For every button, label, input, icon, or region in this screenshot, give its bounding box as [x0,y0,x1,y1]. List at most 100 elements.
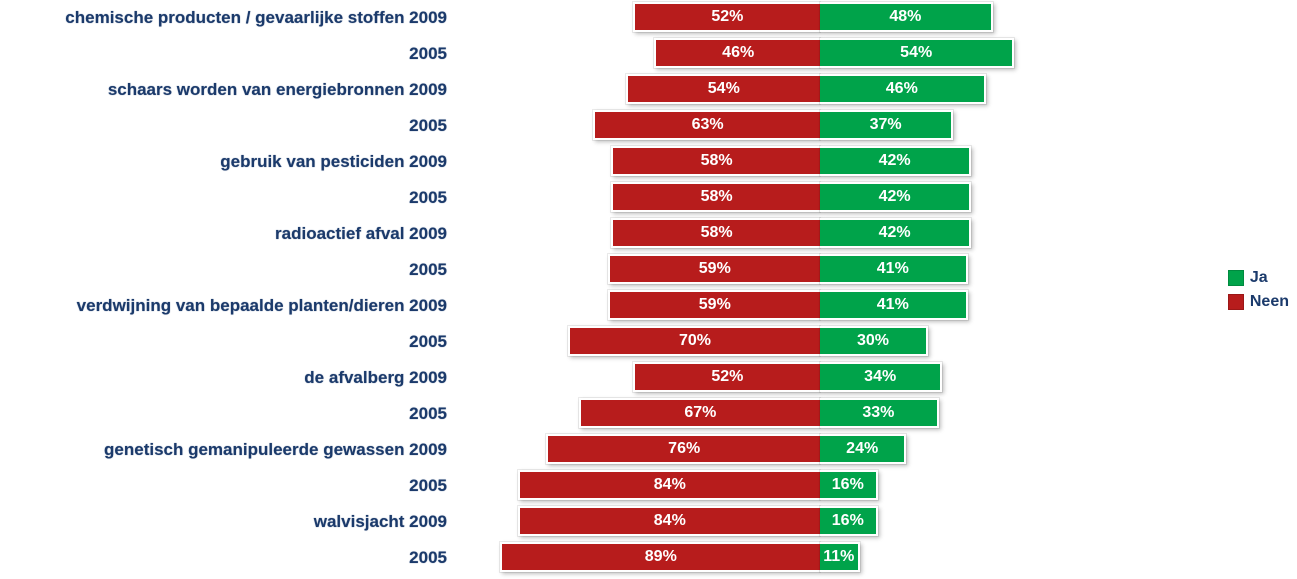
bar-value-neen: 63% [692,116,724,134]
bar-value-ja: 42% [879,188,911,206]
bar-segment-ja: 41% [820,290,968,320]
bar-segment-neen: 52% [633,362,820,392]
bar-segment-neen: 70% [568,326,820,356]
bar-segment-ja: 48% [820,2,993,32]
bar-segment-ja: 42% [820,218,971,248]
bar-row: 2005 70% 30% [0,324,1297,360]
bar-value-neen: 58% [701,224,733,242]
bar-value-neen: 52% [711,368,743,386]
bar-segment-neen: 76% [546,434,820,464]
bar-segment-ja: 11% [820,542,860,572]
bar-row: gebruik van pesticiden 2009 58% 42% [0,144,1297,180]
bar-value-neen: 70% [679,332,711,350]
bar-value-neen: 54% [708,80,740,98]
bar-value-ja: 37% [870,116,902,134]
bar-value-neen: 58% [701,188,733,206]
bar-segment-ja: 24% [820,434,906,464]
bar-row: 2005 58% 42% [0,180,1297,216]
bar-segment-neen: 84% [518,470,820,500]
legend: Ja Neen [1228,263,1289,317]
bar-value-ja: 11% [823,548,854,566]
bar-row: de afvalberg 2009 52% 34% [0,360,1297,396]
bar-segment-neen: 67% [579,398,820,428]
bar-value-ja: 42% [879,224,911,242]
row-label: genetisch gemanipuleerde gewassen 2009 [104,440,447,460]
bar-segment-ja: 34% [820,362,942,392]
bar-value-ja: 46% [886,80,918,98]
bar-value-neen: 89% [645,548,677,566]
bar-value-neen: 58% [701,152,733,170]
bar-row: verdwijning van bepaalde planten/dieren … [0,288,1297,324]
bar-value-ja: 48% [889,8,921,26]
bar-row: 2005 89% 11% [0,540,1297,576]
bar-value-ja: 24% [846,440,878,458]
bar-segment-neen: 58% [611,182,820,212]
row-label: 2005 [409,404,447,424]
bar-segment-neen: 58% [611,146,820,176]
row-label: radioactief afval 2009 [275,224,447,244]
stacked-bar-chart: chemische producten / gevaarlijke stoffe… [0,0,1297,579]
bar-value-ja: 34% [864,368,896,386]
bar-segment-ja: 54% [820,38,1014,68]
bar-segment-ja: 42% [820,146,971,176]
row-label: 2005 [409,116,447,136]
row-label: 2005 [409,476,447,496]
bar-value-ja: 54% [900,44,932,62]
row-label: de afvalberg 2009 [304,368,447,388]
bar-value-ja: 16% [832,512,864,530]
bar-row: radioactief afval 2009 58% 42% [0,216,1297,252]
bar-segment-ja: 46% [820,74,986,104]
bar-segment-ja: 16% [820,506,878,536]
bar-value-neen: 76% [668,440,700,458]
square-icon [1228,270,1244,286]
bar-value-neen: 59% [699,296,731,314]
bar-row: genetisch gemanipuleerde gewassen 2009 76… [0,432,1297,468]
bar-value-ja: 33% [862,404,894,422]
bar-value-neen: 84% [654,476,686,494]
bar-segment-neen: 84% [518,506,820,536]
bar-value-ja: 41% [877,260,909,278]
bar-row: schaars worden van energiebronnen 2009 54… [0,72,1297,108]
bar-segment-ja: 37% [820,110,953,140]
bar-segment-neen: 89% [500,542,820,572]
square-icon [1228,294,1244,310]
bar-segment-ja: 41% [820,254,968,284]
row-label: 2005 [409,44,447,64]
legend-item-neen: Neen [1228,293,1289,311]
row-label: walvisjacht 2009 [314,512,447,532]
row-label: 2005 [409,548,447,568]
row-label: chemische producten / gevaarlijke stoffe… [65,8,447,28]
bar-segment-neen: 54% [626,74,820,104]
bar-row: chemische producten / gevaarlijke stoffe… [0,0,1297,36]
legend-label: Ja [1250,269,1268,287]
bar-value-neen: 59% [699,260,731,278]
bar-segment-ja: 30% [820,326,928,356]
row-label: 2005 [409,188,447,208]
bar-value-neen: 67% [684,404,716,422]
legend-item-ja: Ja [1228,269,1289,287]
bar-value-ja: 30% [857,332,889,350]
bar-row: 2005 63% 37% [0,108,1297,144]
bar-segment-neen: 59% [608,290,820,320]
row-label: gebruik van pesticiden 2009 [220,152,447,172]
bar-segment-ja: 42% [820,182,971,212]
bar-segment-ja: 33% [820,398,939,428]
bar-row: 2005 46% 54% [0,36,1297,72]
bar-segment-neen: 52% [633,2,820,32]
legend-label: Neen [1250,293,1289,311]
bar-value-ja: 42% [879,152,911,170]
bar-segment-neen: 59% [608,254,820,284]
row-label: 2005 [409,332,447,352]
bar-value-neen: 46% [722,44,754,62]
bar-value-neen: 52% [711,8,743,26]
bar-segment-neen: 58% [611,218,820,248]
bar-value-ja: 41% [877,296,909,314]
bar-row: walvisjacht 2009 84% 16% [0,504,1297,540]
bar-value-neen: 84% [654,512,686,530]
bar-segment-ja: 16% [820,470,878,500]
bar-row: 2005 84% 16% [0,468,1297,504]
row-label: 2005 [409,260,447,280]
bar-row: 2005 67% 33% [0,396,1297,432]
row-label: schaars worden van energiebronnen 2009 [108,80,447,100]
bar-value-ja: 16% [832,476,864,494]
